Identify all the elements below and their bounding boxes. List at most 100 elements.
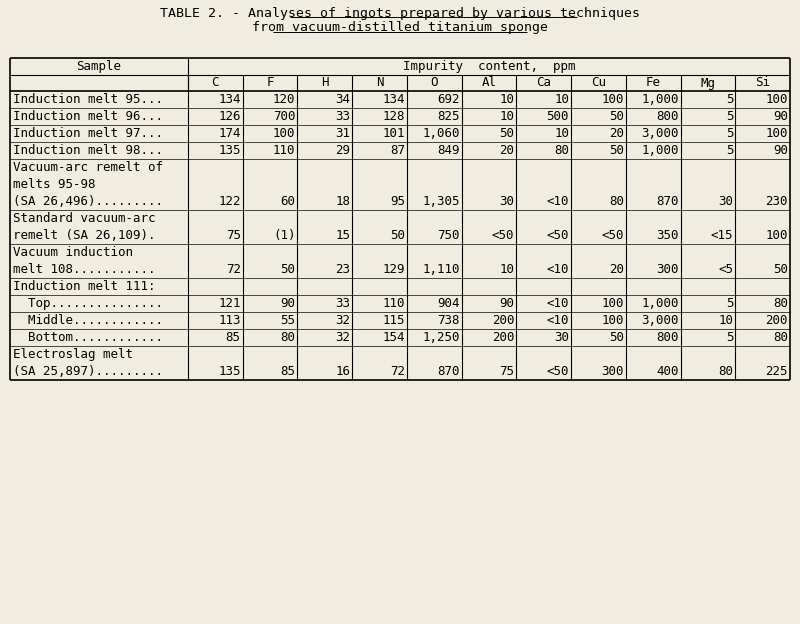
Text: 738: 738 <box>437 314 460 327</box>
Text: 72: 72 <box>390 365 405 378</box>
Text: <50: <50 <box>546 365 569 378</box>
Text: 200: 200 <box>766 314 788 327</box>
Text: <10: <10 <box>546 263 569 276</box>
Text: Ca: Ca <box>536 77 551 89</box>
Text: 5: 5 <box>726 127 734 140</box>
Text: 200: 200 <box>492 331 514 344</box>
Text: 10: 10 <box>718 314 734 327</box>
Text: 5: 5 <box>726 93 734 106</box>
Text: 15: 15 <box>335 229 350 242</box>
Text: N: N <box>376 77 383 89</box>
Text: 10: 10 <box>499 263 514 276</box>
Text: 115: 115 <box>382 314 405 327</box>
Text: 75: 75 <box>226 229 241 242</box>
Text: 90: 90 <box>773 144 788 157</box>
Text: 870: 870 <box>437 365 460 378</box>
Text: Cu: Cu <box>591 77 606 89</box>
Text: 825: 825 <box>437 110 460 123</box>
Text: 225: 225 <box>766 365 788 378</box>
Text: <50: <50 <box>602 229 624 242</box>
Text: 400: 400 <box>656 365 678 378</box>
Text: H: H <box>321 77 329 89</box>
Text: 10: 10 <box>499 93 514 106</box>
Text: 5: 5 <box>726 331 734 344</box>
Text: 1,000: 1,000 <box>641 297 678 310</box>
Text: 3,000: 3,000 <box>641 314 678 327</box>
Text: (SA 25,897).........: (SA 25,897)......... <box>13 365 163 378</box>
Text: 100: 100 <box>766 229 788 242</box>
Text: 90: 90 <box>281 297 295 310</box>
Text: 100: 100 <box>766 127 788 140</box>
Text: 113: 113 <box>218 314 241 327</box>
Text: 20: 20 <box>609 263 624 276</box>
Text: 692: 692 <box>437 93 460 106</box>
Text: Top...............: Top............... <box>13 297 163 310</box>
Text: <10: <10 <box>546 195 569 208</box>
Text: 75: 75 <box>499 365 514 378</box>
Text: 32: 32 <box>335 331 350 344</box>
Text: Vacuum-arc remelt of: Vacuum-arc remelt of <box>13 161 163 174</box>
Text: 55: 55 <box>281 314 295 327</box>
Text: melt 108...........: melt 108........... <box>13 263 155 276</box>
Text: Induction melt 96...: Induction melt 96... <box>13 110 163 123</box>
Text: 32: 32 <box>335 314 350 327</box>
Text: melts 95-98: melts 95-98 <box>13 178 95 191</box>
Text: 800: 800 <box>656 110 678 123</box>
Text: Middle............: Middle............ <box>13 314 163 327</box>
Text: 500: 500 <box>546 110 569 123</box>
Text: 849: 849 <box>437 144 460 157</box>
Text: 80: 80 <box>773 331 788 344</box>
Text: 80: 80 <box>554 144 569 157</box>
Text: 870: 870 <box>656 195 678 208</box>
Text: Induction melt 95...: Induction melt 95... <box>13 93 163 106</box>
Text: (SA 26,496).........: (SA 26,496)......... <box>13 195 163 208</box>
Text: 50: 50 <box>609 110 624 123</box>
Text: 10: 10 <box>554 93 569 106</box>
Text: 50: 50 <box>609 144 624 157</box>
Text: <50: <50 <box>546 229 569 242</box>
Text: Electroslag melt: Electroslag melt <box>13 348 133 361</box>
Text: 121: 121 <box>218 297 241 310</box>
Text: 34: 34 <box>335 93 350 106</box>
Text: 300: 300 <box>656 263 678 276</box>
Text: 50: 50 <box>773 263 788 276</box>
Text: Standard vacuum-arc: Standard vacuum-arc <box>13 212 155 225</box>
Text: 50: 50 <box>499 127 514 140</box>
Text: 80: 80 <box>281 331 295 344</box>
Text: from vacuum-distilled titanium sponge: from vacuum-distilled titanium sponge <box>252 21 548 34</box>
Text: 350: 350 <box>656 229 678 242</box>
Text: 904: 904 <box>437 297 460 310</box>
Text: O: O <box>430 77 438 89</box>
Text: <15: <15 <box>710 229 734 242</box>
Text: F: F <box>266 77 274 89</box>
Text: 33: 33 <box>335 110 350 123</box>
Text: 80: 80 <box>773 297 788 310</box>
Text: 72: 72 <box>226 263 241 276</box>
Text: Induction melt 111:: Induction melt 111: <box>13 280 155 293</box>
Text: 128: 128 <box>382 110 405 123</box>
Text: 90: 90 <box>773 110 788 123</box>
Text: 1,305: 1,305 <box>422 195 460 208</box>
Text: (1): (1) <box>273 229 295 242</box>
Text: 85: 85 <box>281 365 295 378</box>
Text: 154: 154 <box>382 331 405 344</box>
Text: 750: 750 <box>437 229 460 242</box>
Text: 1,060: 1,060 <box>422 127 460 140</box>
Text: 1,250: 1,250 <box>422 331 460 344</box>
Text: 101: 101 <box>382 127 405 140</box>
Text: 110: 110 <box>273 144 295 157</box>
Text: 100: 100 <box>766 93 788 106</box>
Text: 135: 135 <box>218 144 241 157</box>
Text: 5: 5 <box>726 144 734 157</box>
Text: 30: 30 <box>499 195 514 208</box>
Text: Bottom............: Bottom............ <box>13 331 163 344</box>
Text: 800: 800 <box>656 331 678 344</box>
Text: Fe: Fe <box>646 77 661 89</box>
Text: 174: 174 <box>218 127 241 140</box>
Text: Mg: Mg <box>701 77 715 89</box>
Text: 100: 100 <box>602 314 624 327</box>
Text: 30: 30 <box>554 331 569 344</box>
Text: 700: 700 <box>273 110 295 123</box>
Text: 33: 33 <box>335 297 350 310</box>
Text: 85: 85 <box>226 331 241 344</box>
